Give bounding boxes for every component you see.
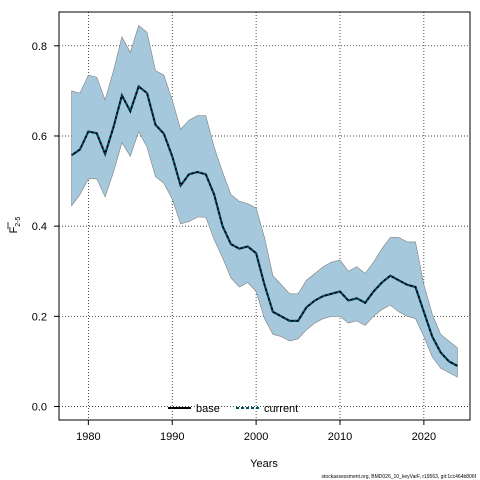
y-axis: 0.0 0.2 0.4 0.6 0.8 [32,41,59,413]
x-axis-title: Years [250,458,278,470]
confidence-band [71,25,458,378]
footer-provenance: stockassessment.org, BMD026_10_keyVarF, … [322,474,477,480]
legend-label-current: current [264,403,298,415]
y-axis-title: F2-5 [7,216,22,233]
y-tick-label-0.4: 0.4 [32,221,47,233]
x-tick-label-1980: 1980 [76,431,100,443]
series-line-current [71,84,458,367]
y-tick-label-0: 0.0 [32,401,47,413]
plot-frame [58,11,471,421]
x-tick-label-1990: 1990 [160,431,184,443]
y-tick-label-0.2: 0.2 [32,311,47,323]
legend-label-base: base [196,403,220,415]
x-tick-label-2000: 2000 [244,431,268,443]
y-tick-label-0.6: 0.6 [32,131,47,143]
svg-text:F2-5: F2-5 [8,216,22,233]
y-axis-title-main: F [8,226,20,233]
legend: base current [168,403,298,415]
y-axis-title-subscript: 2-5 [15,216,22,226]
x-tick-label-2020: 2020 [412,431,436,443]
gridlines [59,12,470,420]
y-tick-label-0.8: 0.8 [32,41,47,53]
x-tick-label-2010: 2010 [328,431,352,443]
x-axis: 1980 1990 2000 2010 2020 [76,420,436,443]
